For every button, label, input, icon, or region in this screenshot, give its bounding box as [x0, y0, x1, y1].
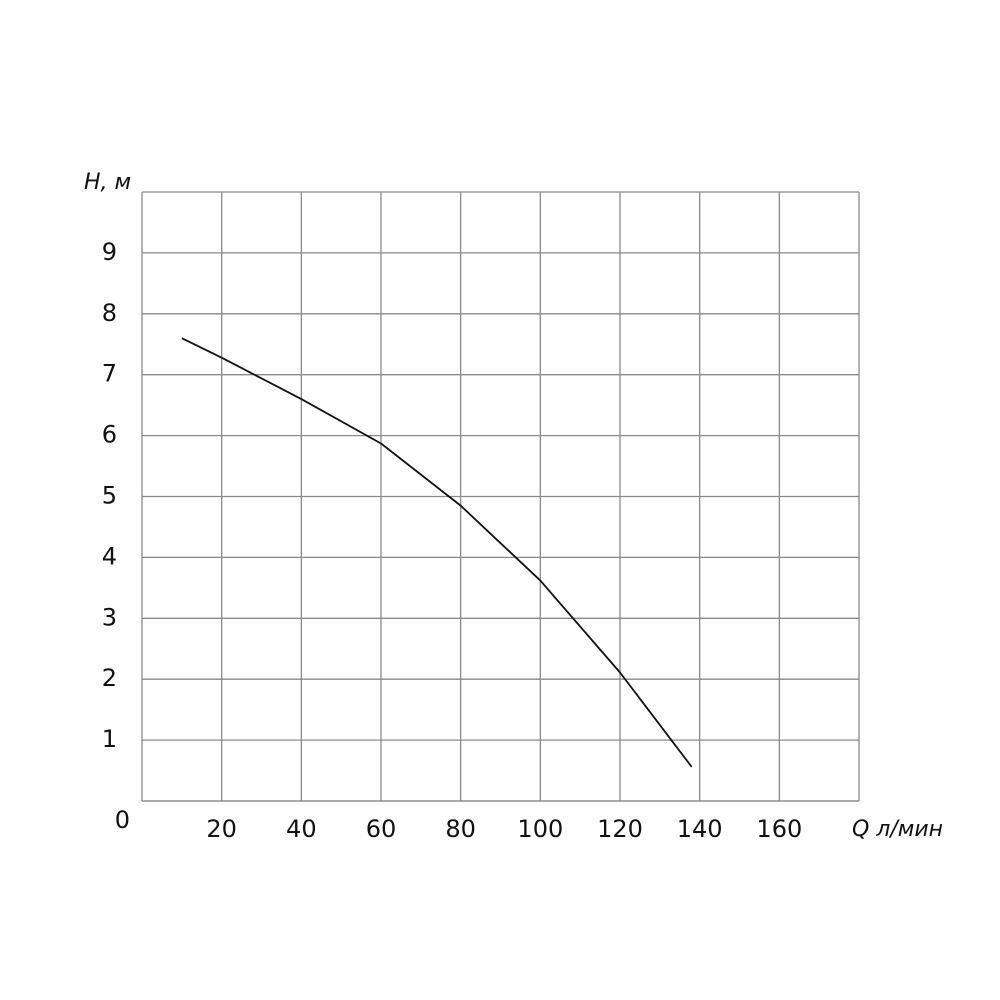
y-tick-label: 6	[102, 421, 117, 449]
x-axis-label: Q л/мин	[852, 817, 943, 842]
x-tick-label: 120	[597, 815, 643, 843]
y-tick-label: 5	[102, 482, 117, 510]
y-tick-label: 2	[102, 664, 117, 692]
y-axis-label: H, м	[84, 170, 131, 195]
y-tick-label: 0	[115, 806, 130, 834]
y-tick-label: 8	[102, 299, 117, 327]
y-tick-label: 3	[102, 603, 117, 631]
y-tick-label: 9	[102, 238, 117, 266]
y-tick-label: 4	[102, 542, 117, 570]
y-tick-label: 1	[102, 725, 117, 753]
x-tick-label: 60	[366, 815, 397, 843]
x-tick-label: 40	[286, 815, 317, 843]
curve	[181, 337, 693, 768]
x-tick-label: 80	[445, 815, 476, 843]
x-tick-label: 20	[206, 815, 237, 843]
y-tick-label: 7	[102, 360, 117, 388]
x-tick-label: 140	[677, 815, 723, 843]
x-tick-label: 160	[756, 815, 802, 843]
x-tick-label: 100	[517, 815, 563, 843]
